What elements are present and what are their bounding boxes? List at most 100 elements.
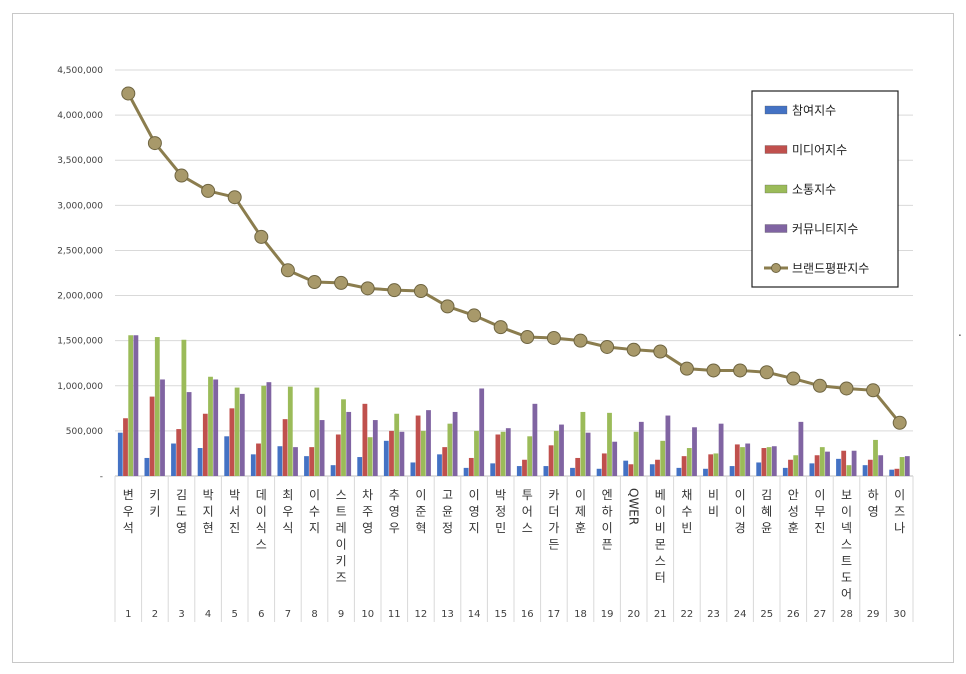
category-label: QWER [627,488,641,525]
bar-참여지수 [304,456,309,476]
bar-소통지수 [394,413,400,476]
brand-index-point [227,190,242,205]
bar-커뮤니티지수 [851,450,857,476]
brand-index-point [440,299,455,314]
bar-참여지수 [596,468,602,476]
rank-label: 12 [415,609,428,620]
bar-참여지수 [756,462,762,476]
bar-미디어지수 [788,459,793,476]
bar-커뮤니티지수 [160,379,165,476]
bar-미디어지수 [229,408,235,476]
bar-소통지수 [154,337,160,476]
brand-index-point [759,365,774,380]
bar-소통지수 [580,411,586,476]
bar-참여지수 [676,467,682,476]
bar-커뮤니티지수 [186,392,192,476]
brand-index-point [706,363,721,378]
rank-label: 18 [574,609,587,620]
bar-미디어지수 [681,456,687,476]
bar-참여지수 [782,467,788,476]
y-tick-label: 4,000,000 [57,111,103,121]
bar-커뮤니티지수 [904,456,910,476]
bar-미디어지수 [149,396,155,476]
brand-index-point [147,136,162,151]
legend-swatch-소통지수 [764,184,788,194]
legend-label: 커뮤니티지수 [792,222,858,236]
brand-index-point [413,284,428,299]
bar-커뮤니티지수 [479,388,485,476]
bar-소통지수 [341,399,346,476]
brand-index-point [334,275,349,290]
bar-미디어지수 [522,459,527,476]
bar-소통지수 [527,436,533,476]
legend-label: 소통지수 [792,183,836,197]
bar-참여지수 [224,436,230,476]
y-tick-label: 2,000,000 [57,292,103,302]
rank-label: 9 [338,609,344,620]
brand-index-point [679,361,694,376]
bar-커뮤니티지수 [133,335,139,476]
bar-커뮤니티지수 [532,403,538,476]
bar-미디어지수 [841,450,847,476]
brand-index-point [812,378,827,393]
rank-label: 1 [125,609,131,620]
brand-index-point [467,308,482,323]
bar-커뮤니티지수 [426,410,431,476]
bar-커뮤니티지수 [825,451,830,476]
bar-커뮤니티지수 [745,443,751,476]
brand-index-point [493,320,508,335]
bar-커뮤니티지수 [213,379,219,476]
rank-label: 17 [548,609,561,620]
bar-미디어지수 [867,459,873,476]
bar-미디어지수 [415,415,421,476]
bar-소통지수 [873,439,878,476]
bar-소통지수 [766,447,772,476]
bar-소통지수 [181,339,187,476]
bar-소통지수 [553,430,559,476]
bar-참여지수 [330,465,336,476]
bar-미디어지수 [442,447,448,476]
bar-미디어지수 [894,468,900,476]
bar-참여지수 [809,463,815,476]
bar-소통지수 [740,447,745,476]
legend-swatch-커뮤니티지수 [764,224,788,233]
bar-소통지수 [447,423,453,476]
bar-미디어지수 [655,459,660,476]
legend-swatch-미디어지수 [764,145,788,154]
bar-소통지수 [899,457,905,476]
bar-참여지수 [250,454,256,476]
brand-index-point [360,281,375,296]
bar-소통지수 [367,437,373,476]
y-tick-label: 500,000 [66,427,103,437]
bar-미디어지수 [495,434,501,476]
brand-index-point [546,330,561,345]
bar-커뮤니티지수 [559,424,564,476]
brand-index-point [786,371,801,386]
brand-index-point [866,383,881,398]
bar-커뮤니티지수 [798,421,804,476]
bar-소통지수 [234,387,240,476]
brand-index-point [600,339,615,354]
bar-미디어지수 [708,454,714,476]
bar-커뮤니티지수 [399,431,405,476]
bar-참여지수 [862,465,868,476]
bar-소통지수 [633,431,639,476]
bar-미디어지수 [734,444,740,476]
legend-swatch-참여지수 [764,105,788,115]
legend-label: 미디어지수 [792,143,847,157]
